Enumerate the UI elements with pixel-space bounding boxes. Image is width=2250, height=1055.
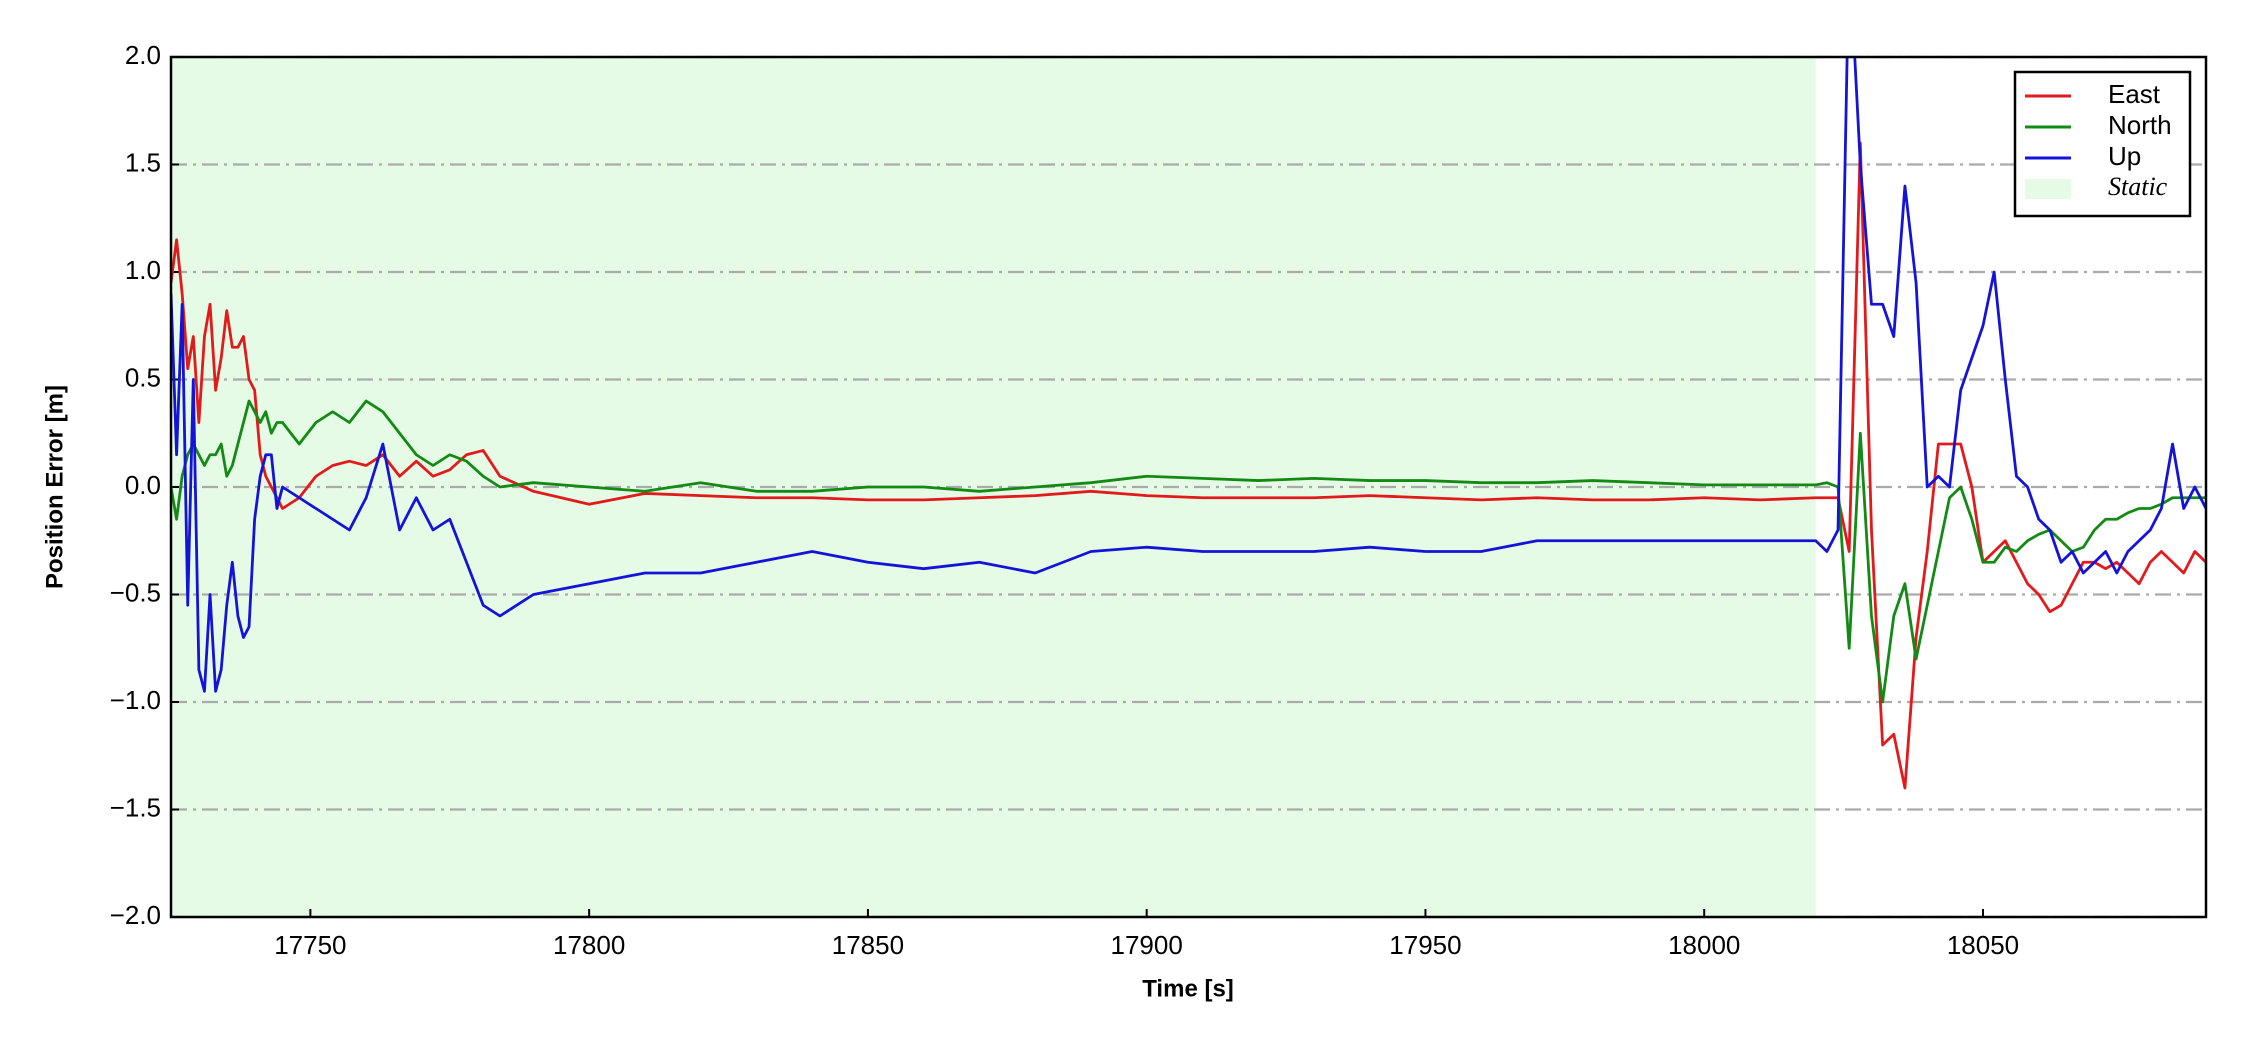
series-line — [171, 399, 2206, 704]
legend-label: Up — [2108, 141, 2141, 171]
y-tick-label: −1.5 — [110, 792, 161, 822]
y-tick-label: 0.0 — [125, 470, 161, 500]
x-tick-label: 18050 — [1947, 930, 2019, 960]
series-line — [171, 57, 2206, 693]
legend-swatch — [2025, 179, 2071, 199]
y-tick-label: 1.5 — [125, 147, 161, 177]
y-tick-label: −1.0 — [110, 685, 161, 715]
y-tick-label: −2.0 — [110, 900, 161, 930]
legend-label: East — [2108, 79, 2161, 109]
x-tick-label: 17850 — [832, 930, 904, 960]
x-tick-label: 18000 — [1668, 930, 1740, 960]
legend-label: Static — [2108, 172, 2168, 201]
plot-frame — [169, 55, 2208, 919]
x-axis-label: Time [s] — [1142, 975, 1234, 1002]
y-tick-label: 0.5 — [125, 362, 161, 392]
y-tick-label: 2.0 — [125, 40, 161, 70]
series-group — [171, 57, 2206, 790]
y-axis-label: Position Error [m] — [41, 385, 68, 589]
y-tick-label: 1.0 — [125, 255, 161, 285]
x-tick-label: 17750 — [274, 930, 346, 960]
y-tick-label: −0.5 — [110, 577, 161, 607]
x-tick-label: 17950 — [1389, 930, 1461, 960]
series-line — [171, 141, 2206, 790]
x-tick-label: 17800 — [553, 930, 625, 960]
x-tick-label: 17900 — [1111, 930, 1183, 960]
legend-label: North — [2108, 110, 2172, 140]
